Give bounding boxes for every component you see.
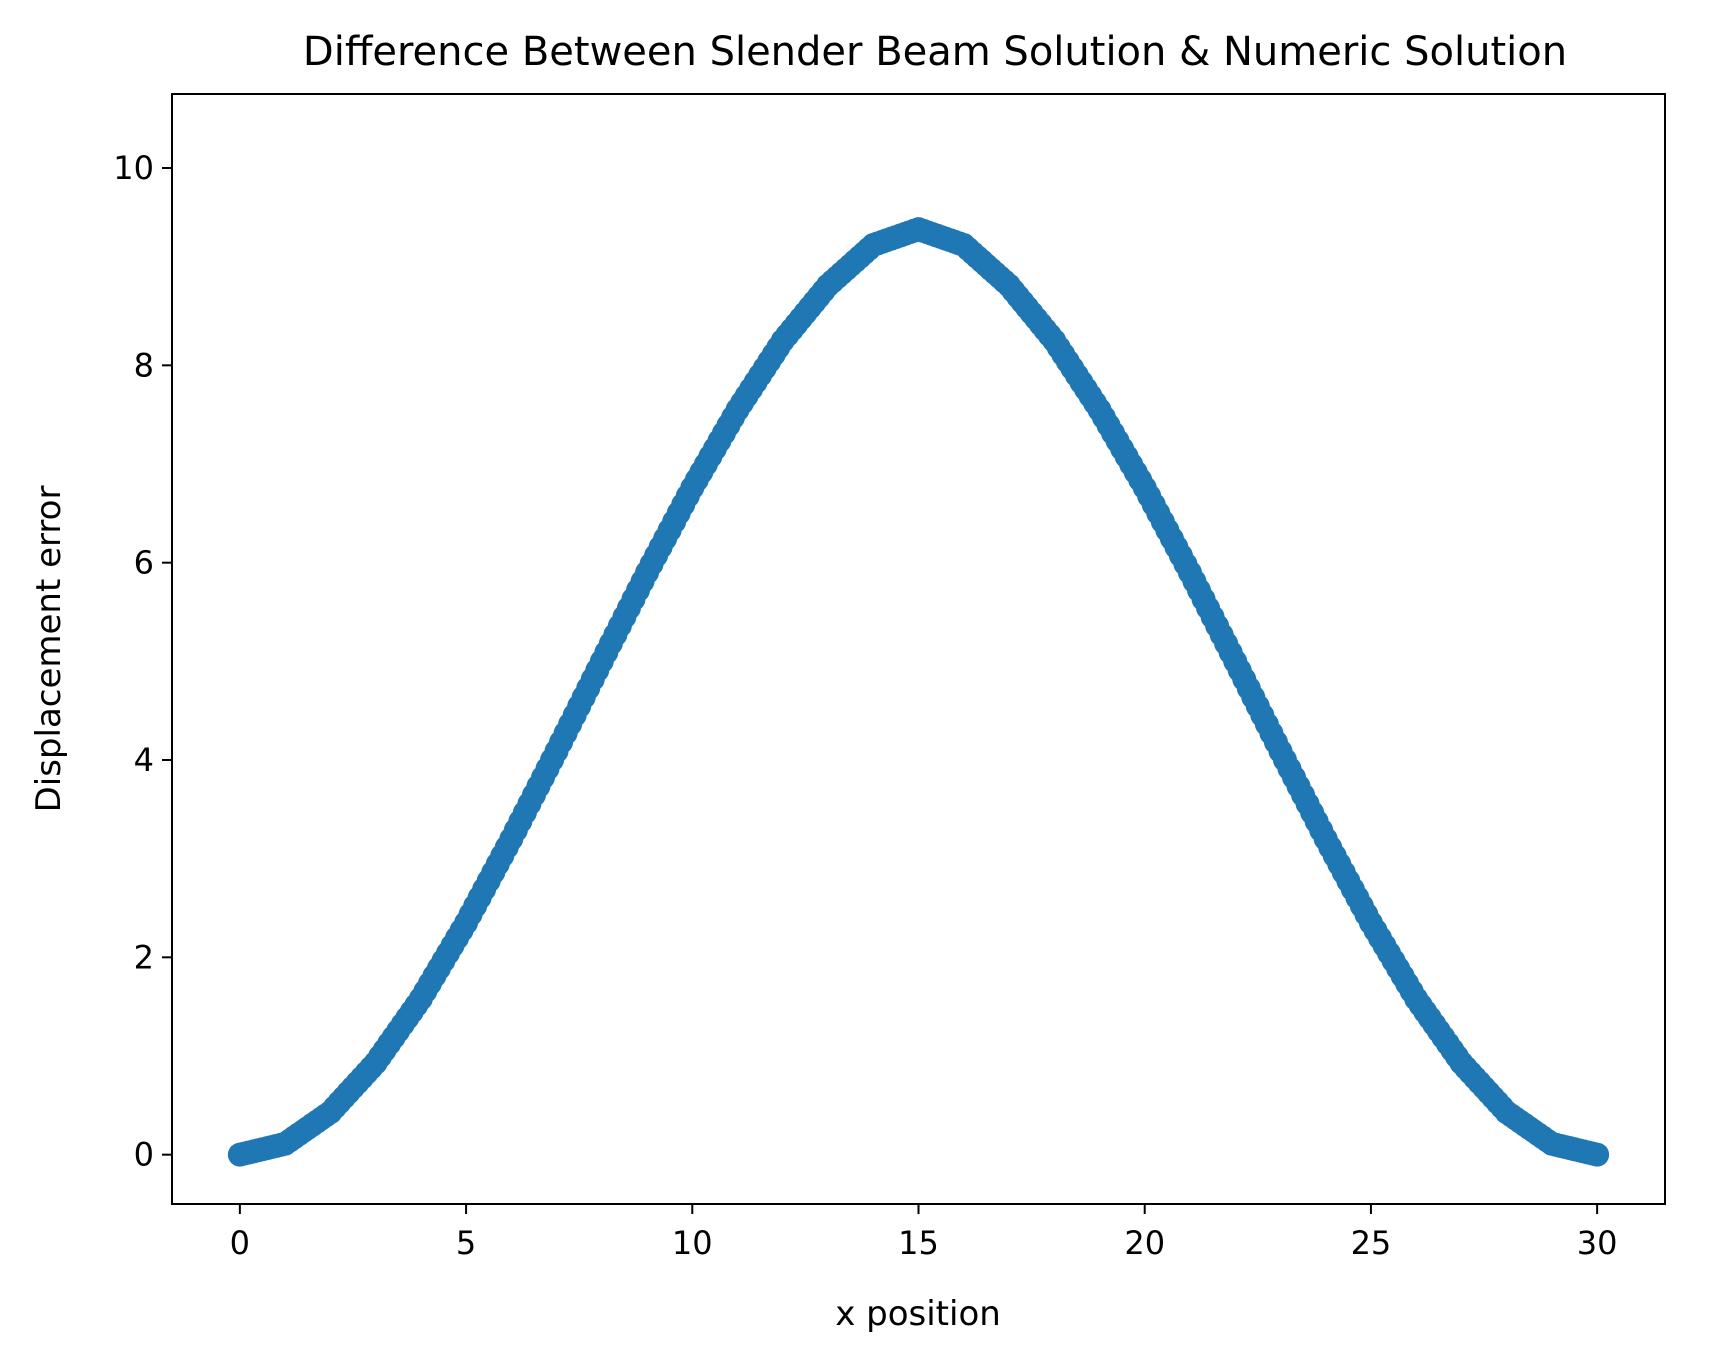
data-point [1585,1142,1610,1167]
y-tick-label: 10 [113,149,154,187]
y-tick-label: 8 [134,346,154,384]
y-tick-label: 0 [134,1136,154,1174]
y-axis-ticks: 0 2 4 6 8 10 [113,149,172,1174]
x-tick-label: 25 [1351,1224,1392,1262]
y-tick-label: 6 [134,544,154,582]
x-tick-label: 20 [1124,1224,1165,1262]
y-axis-title: Displacement error [29,486,69,813]
data-points [227,217,1610,1167]
x-tick-label: 30 [1577,1224,1618,1262]
x-tick-label: 15 [898,1224,939,1262]
chart-title: Difference Between Slender Beam Solution… [303,29,1567,75]
x-tick-label: 10 [672,1224,713,1262]
x-axis-ticks: 0 5 10 15 20 25 30 [230,1204,1618,1262]
x-tick-label: 5 [456,1224,476,1262]
y-tick-label: 4 [134,741,154,779]
y-tick-label: 2 [134,938,154,976]
x-tick-label: 0 [230,1224,250,1262]
x-axis-title: x position [835,1294,1001,1334]
